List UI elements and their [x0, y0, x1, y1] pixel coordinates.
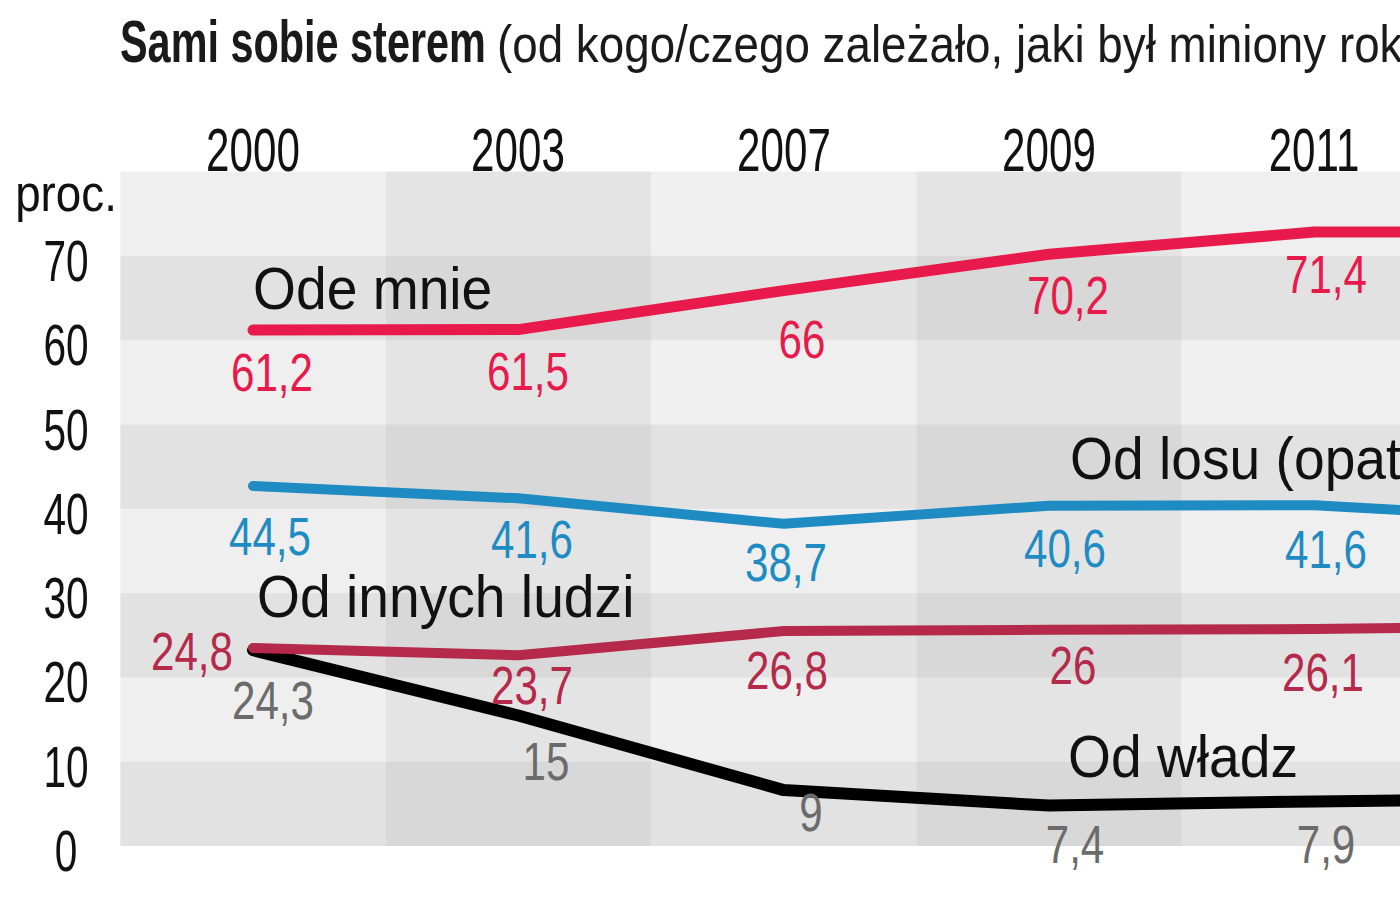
x-axis-label-2007: 2007 [737, 119, 831, 181]
y-axis-tick-50: 50 [43, 401, 88, 459]
value-label-s0-2: 66 [779, 312, 826, 366]
y-axis-tick-70: 70 [43, 232, 88, 290]
series-label-3: Od władz [1068, 727, 1298, 787]
value-label-s2-2: 26,8 [746, 643, 828, 697]
value-label-s3-3: 7,4 [1046, 817, 1105, 871]
y-axis-tick-10: 10 [43, 738, 88, 796]
x-axis-label-2011: 2011 [1269, 119, 1360, 181]
y-axis-tick-60: 60 [43, 316, 88, 374]
value-label-s0-4: 71,4 [1285, 247, 1367, 301]
infographic: { "title": "Sami sobie sterem", "subtitl… [0, 0, 1400, 900]
x-axis-label-2003: 2003 [471, 119, 565, 181]
value-label-s2-0: 24,8 [151, 624, 233, 678]
value-label-s0-3: 70,2 [1027, 268, 1109, 322]
value-label-s1-3: 40,6 [1024, 521, 1106, 575]
value-label-s1-2: 38,7 [745, 535, 827, 589]
series-label-1: Od losu (opat [1070, 429, 1400, 489]
series-label-0: Ode mnie [253, 259, 492, 319]
series-label-2: Od innych ludzi [257, 567, 634, 627]
value-label-s1-4: 41,6 [1285, 522, 1367, 576]
y-axis-tick-0: 0 [55, 822, 78, 880]
value-label-s3-0: 24,3 [232, 673, 314, 727]
value-label-s0-0: 61,2 [231, 345, 313, 399]
value-label-s1-1: 41,6 [491, 512, 573, 566]
x-axis-label-2009: 2009 [1002, 119, 1096, 181]
value-label-s2-3: 26 [1050, 638, 1097, 692]
value-label-s0-1: 61,5 [487, 344, 569, 398]
value-label-s2-4: 26,1 [1282, 645, 1364, 699]
y-axis-tick-20: 20 [43, 653, 88, 711]
x-axis-label-2000: 2000 [206, 119, 300, 181]
value-label-s2-1: 23,7 [491, 658, 573, 712]
value-label-s3-1: 15 [523, 734, 570, 788]
y-axis-tick-30: 30 [43, 569, 88, 627]
y-axis-tick-40: 40 [43, 485, 88, 543]
value-label-s1-0: 44,5 [229, 509, 311, 563]
value-label-s3-4: 7,9 [1297, 817, 1356, 871]
y-axis-unit-label: proc. [15, 167, 117, 219]
value-label-s3-2: 9 [799, 785, 822, 839]
